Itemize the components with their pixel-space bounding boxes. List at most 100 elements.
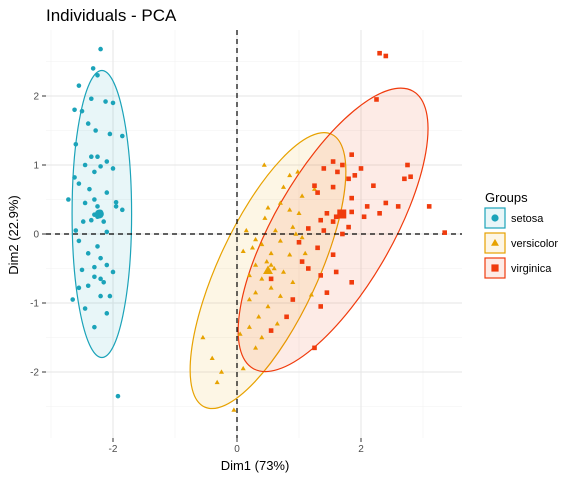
data-point-versicolor (277, 293, 283, 298)
data-point-setosa (92, 197, 97, 202)
data-point-setosa (76, 238, 82, 244)
data-point-virginica (268, 328, 274, 333)
data-point-versicolor (262, 215, 268, 220)
data-point-versicolor (299, 234, 305, 240)
data-point-setosa (79, 108, 85, 114)
data-point-versicolor (259, 334, 265, 340)
data-point-versicolor (296, 210, 302, 216)
data-point-versicolor (240, 248, 246, 253)
data-point-versicolor (259, 241, 265, 247)
data-point-virginica (383, 200, 389, 206)
data-point-setosa (89, 154, 94, 160)
data-point-versicolor (231, 407, 237, 412)
data-point-setosa (104, 229, 110, 235)
data-point-versicolor (302, 250, 308, 256)
x-axis-title: Dim1 (73%) (221, 458, 290, 473)
confidence-ellipse-virginica (237, 87, 429, 373)
data-point-setosa (80, 219, 86, 224)
data-point-setosa (73, 142, 79, 147)
data-point-versicolor (256, 314, 262, 319)
data-point-versicolor (268, 262, 274, 267)
data-point-virginica (284, 314, 289, 320)
data-point-setosa (85, 251, 91, 256)
data-point-virginica (315, 245, 320, 251)
data-point-setosa (110, 100, 116, 106)
legend-marker-setosa (491, 214, 499, 222)
data-point-virginica (330, 159, 336, 164)
data-point-versicolor (280, 184, 287, 189)
centroid-setosa (94, 209, 104, 219)
data-point-setosa (72, 107, 77, 113)
data-point-setosa (92, 169, 97, 175)
data-point-virginica (321, 228, 327, 233)
data-point-virginica (349, 209, 354, 215)
data-point-setosa (104, 159, 110, 164)
x-tick-label: 2 (358, 444, 364, 455)
data-point-virginica (361, 214, 367, 220)
data-point-setosa (92, 324, 97, 330)
data-point-setosa (103, 99, 108, 104)
data-point-virginica (349, 280, 354, 285)
data-point-versicolor (264, 258, 270, 264)
data-point-setosa (104, 262, 110, 268)
data-point-virginica (321, 166, 327, 171)
data-point-versicolor (311, 186, 318, 191)
data-point-virginica (306, 266, 311, 271)
data-point-versicolor (259, 276, 265, 281)
data-point-virginica (324, 211, 330, 216)
data-point-versicolor (268, 250, 274, 256)
data-point-virginica (395, 204, 401, 209)
data-point-virginica (377, 211, 382, 216)
data-point-virginica (349, 195, 354, 201)
data-point-versicolor (308, 292, 314, 297)
data-point-versicolor (265, 303, 271, 309)
data-point-virginica (324, 290, 330, 295)
data-point-setosa (82, 200, 88, 206)
data-point-versicolor (271, 265, 277, 271)
legend-label-virginica: virginica (511, 263, 552, 275)
data-point-virginica (333, 214, 339, 220)
data-point-setosa (95, 204, 100, 209)
data-point-setosa (120, 207, 125, 213)
data-point-versicolor (249, 245, 256, 250)
data-point-versicolor (295, 169, 301, 174)
data-point-setosa (107, 131, 113, 137)
data-point-virginica (315, 190, 320, 195)
centroid-virginica (337, 209, 347, 219)
data-point-versicolor (253, 262, 259, 267)
data-point-virginica (358, 166, 364, 171)
data-point-setosa (76, 181, 82, 186)
data-point-virginica (377, 50, 382, 56)
data-point-setosa (107, 293, 113, 299)
data-point-virginica (340, 231, 345, 237)
data-point-versicolor (246, 296, 252, 302)
legend-title: Groups (485, 190, 528, 205)
data-point-setosa (87, 186, 92, 192)
y-tick-label: -2 (30, 368, 39, 379)
data-point-setosa (120, 133, 125, 139)
data-point-setosa (110, 269, 116, 275)
data-point-setosa (72, 175, 77, 180)
data-point-virginica (312, 345, 317, 351)
data-point-virginica (290, 297, 296, 302)
data-point-setosa (98, 46, 103, 52)
data-point-versicolor (243, 227, 249, 233)
data-point-versicolor (290, 224, 296, 229)
data-point-virginica (405, 162, 410, 168)
data-point-virginica (268, 276, 274, 282)
data-point-virginica (402, 176, 407, 182)
data-point-setosa (66, 197, 71, 202)
data-point-versicolor (299, 193, 305, 198)
data-point-versicolor (280, 269, 287, 274)
legend-label-versicolor: versicolor (511, 238, 558, 250)
data-point-setosa (79, 267, 85, 273)
data-point-setosa (110, 166, 116, 171)
data-point-virginica (306, 226, 311, 231)
data-point-setosa (115, 393, 121, 399)
data-point-setosa (98, 293, 103, 299)
data-point-setosa (98, 276, 103, 282)
data-point-versicolor (261, 162, 267, 167)
data-point-setosa (85, 283, 91, 289)
data-point-versicolor (214, 379, 220, 385)
data-point-versicolor (274, 321, 280, 326)
